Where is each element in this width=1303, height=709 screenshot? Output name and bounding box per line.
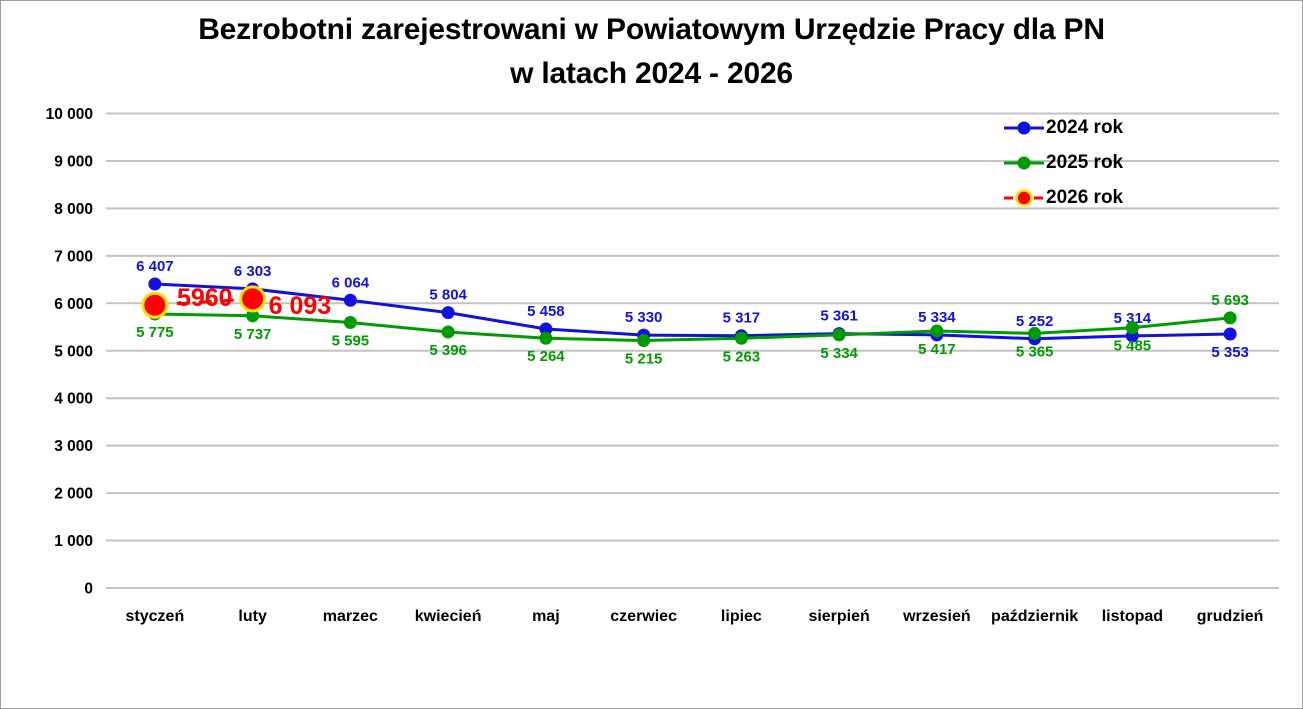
data-label: 5 317 bbox=[723, 310, 761, 327]
y-tick-label: 7 000 bbox=[54, 248, 93, 265]
x-tick-label: grudzień bbox=[1197, 608, 1264, 625]
data-point bbox=[239, 285, 267, 313]
x-tick-label: lipiec bbox=[721, 608, 762, 625]
data-label: 5 485 bbox=[1114, 338, 1152, 355]
data-label: 5 417 bbox=[918, 341, 956, 358]
data-point bbox=[1028, 326, 1042, 340]
data-point bbox=[141, 291, 169, 319]
data-label: 5 264 bbox=[527, 348, 565, 365]
data-label: 5 396 bbox=[429, 342, 467, 359]
x-tick-label: październik bbox=[991, 608, 1078, 625]
legend-item-2025: 2025 rok bbox=[1003, 152, 1123, 174]
legend-swatch-shape bbox=[1015, 189, 1033, 207]
series-line bbox=[154, 297, 253, 307]
y-tick-label: 1 000 bbox=[54, 533, 93, 550]
data-label: 5 737 bbox=[234, 326, 272, 343]
y-tick-label: 2 000 bbox=[54, 486, 93, 503]
y-axis-labels: 0 1 000 2 000 3 000 4 000 5 000 6 000 7 000 8 00… bbox=[46, 106, 93, 598]
data-point bbox=[343, 316, 357, 330]
x-tick-label: wrzesień bbox=[902, 608, 971, 625]
series-line bbox=[154, 282, 1231, 341]
data-point bbox=[441, 306, 455, 320]
data-point bbox=[539, 322, 553, 336]
series-2026-rok: 5960 6 093 bbox=[141, 284, 332, 320]
x-tick-label: kwiecień bbox=[415, 608, 482, 625]
y-tick-label: 0 bbox=[84, 581, 93, 598]
data-label: 6 064 bbox=[332, 274, 370, 291]
legend-item-2026: 2026 rok bbox=[1003, 187, 1123, 209]
legend-label-2025: 2025 rok bbox=[1046, 152, 1124, 173]
legend-marker-2025-icon bbox=[1004, 156, 1044, 170]
data-point bbox=[343, 293, 357, 307]
legend-item-2024: 2024 rok bbox=[1003, 117, 1123, 139]
y-tick-label: 3 000 bbox=[54, 438, 93, 455]
chart-title-line1: Bezrobotni zarejestrowani w Powiatowym U… bbox=[198, 13, 1105, 46]
x-axis-labels: styczeń luty marzec kwiecień maj czerwiec lipi… bbox=[126, 608, 1264, 625]
data-point bbox=[1223, 311, 1237, 325]
data-label: 5960 bbox=[177, 284, 233, 312]
data-label: 5 775 bbox=[136, 324, 174, 341]
data-label: 5 361 bbox=[820, 308, 858, 325]
data-label: 5 215 bbox=[625, 351, 663, 368]
data-label: 5 693 bbox=[1211, 292, 1249, 309]
x-tick-label: marzec bbox=[323, 608, 378, 625]
data-label: 5 330 bbox=[625, 309, 663, 326]
legend-marker-2024-icon bbox=[1004, 121, 1044, 135]
y-tick-label: 6 000 bbox=[54, 296, 93, 313]
data-point bbox=[930, 324, 944, 338]
data-point bbox=[246, 309, 260, 323]
gridlines bbox=[106, 112, 1279, 589]
legend: 2024 rok 2025 rok 2026 rok bbox=[1003, 117, 1123, 209]
legend-label-2024: 2024 rok bbox=[1046, 117, 1124, 138]
data-label: 5 458 bbox=[527, 303, 565, 320]
legend-marker-2026-icon bbox=[1004, 189, 1044, 207]
y-tick-label: 5 000 bbox=[54, 343, 93, 360]
data-label: 5 252 bbox=[1016, 313, 1054, 330]
legend-swatch-shape bbox=[1017, 156, 1031, 170]
data-point bbox=[539, 331, 553, 345]
x-tick-label: maj bbox=[532, 608, 560, 625]
x-tick-label: listopad bbox=[1102, 608, 1163, 625]
x-tick-label: czerwiec bbox=[610, 608, 677, 625]
series-2024-rok: 6 407 6 303 6 064 5 804 5 458 5 330 5 317 5 361… bbox=[136, 258, 1249, 361]
data-point bbox=[1223, 327, 1237, 341]
x-tick-label: styczeń bbox=[126, 608, 185, 625]
series-2025-rok: 5 775 5 737 5 595 5 396 5 264 5 215 5 263 5 334… bbox=[136, 292, 1249, 368]
data-label: 5 263 bbox=[723, 348, 761, 365]
y-tick-label: 10 000 bbox=[46, 106, 93, 123]
chart-title-line2: w latach 2024 - 2026 bbox=[510, 57, 793, 90]
x-tick-label: sierpień bbox=[808, 608, 869, 625]
data-point bbox=[832, 328, 846, 342]
data-label: 5 314 bbox=[1114, 310, 1152, 327]
y-tick-label: 9 000 bbox=[54, 153, 93, 170]
data-point bbox=[1125, 321, 1139, 335]
data-label: 5 804 bbox=[429, 287, 467, 304]
x-tick-label: luty bbox=[238, 608, 267, 625]
chart-title: Bezrobotni zarejestrowani w Powiatowym U… bbox=[1, 8, 1302, 96]
data-point bbox=[148, 277, 162, 291]
data-label: 5 334 bbox=[820, 345, 858, 362]
series-line bbox=[154, 312, 1231, 343]
data-point bbox=[441, 325, 455, 339]
data-point bbox=[637, 334, 651, 348]
legend-swatch-shape bbox=[1017, 121, 1031, 135]
data-label: 6 303 bbox=[234, 263, 272, 280]
data-label: 6 407 bbox=[136, 258, 174, 275]
y-tick-label: 8 000 bbox=[54, 201, 93, 218]
y-tick-label: 4 000 bbox=[54, 391, 93, 408]
data-label: 5 334 bbox=[918, 309, 956, 326]
data-label: 5 595 bbox=[332, 333, 370, 350]
data-label: 6 093 bbox=[269, 292, 332, 320]
legend-label-2026: 2026 rok bbox=[1046, 187, 1124, 208]
data-point bbox=[734, 331, 748, 345]
data-label: 5 365 bbox=[1016, 343, 1054, 360]
data-label: 5 353 bbox=[1211, 344, 1249, 361]
